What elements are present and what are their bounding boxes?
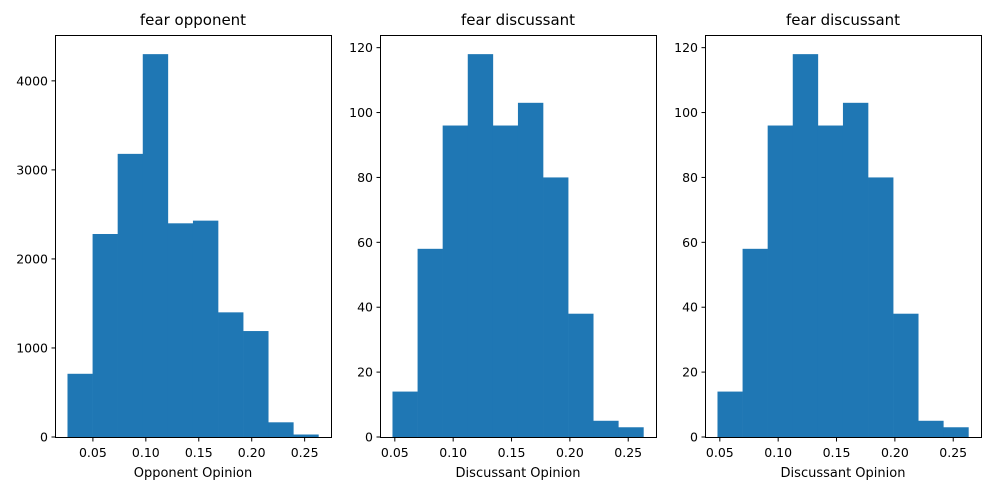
x-tick-label: 0.15: [823, 445, 851, 460]
y-tick-label: 20: [357, 365, 373, 380]
axes-frame: [55, 35, 332, 438]
x-tick-label: 0.20: [881, 445, 909, 460]
x-tick-label: 0.25: [939, 445, 967, 460]
x-tick-label: 0.10: [439, 445, 467, 460]
x-tick-label: 0.10: [764, 445, 792, 460]
y-tick-label: 0: [365, 430, 373, 445]
histogram-bar: [543, 177, 569, 437]
x-axis-label: Discussant Opinion: [456, 466, 581, 481]
y-tick-label: 60: [682, 235, 698, 250]
x-tick-label: 0.05: [79, 445, 107, 460]
subplot-fear-discussant-2: 0.05 0.10 0.15 0.20 0.25 0 20 40 60 80 100 120 fea…: [674, 11, 982, 481]
axes-frame: [705, 35, 982, 438]
histogram-bar: [792, 54, 819, 438]
x-tick-label: 0.25: [291, 445, 319, 460]
subplot-fear-discussant-1: 0.05 0.10 0.15 0.20 0.25 0 20 40 60 80 100 120 fea…: [349, 11, 657, 481]
x-tick-label: 0.05: [381, 445, 409, 460]
x-tick-label: 0.20: [556, 445, 584, 460]
histogram-bar: [568, 313, 594, 437]
histogram-bar: [593, 420, 619, 437]
histogram-bars: [717, 54, 969, 438]
x-axis-ticks: 0.05 0.10 0.15 0.20 0.25: [381, 437, 642, 460]
y-tick-label: 1000: [16, 340, 48, 355]
subplot-fear-opponent: 0.05 0.10 0.15 0.20 0.25 0 1000 2000 3000 4000 f…: [16, 11, 332, 481]
histogram-bars: [392, 54, 644, 438]
x-axis-label: Discussant Opinion: [781, 466, 906, 481]
y-tick-label: 0: [690, 430, 698, 445]
x-axis-label: Opponent Opinion: [134, 466, 253, 481]
histogram-bar: [268, 422, 294, 437]
y-tick-label: 120: [674, 40, 698, 55]
histogram-bar: [117, 153, 144, 438]
histogram-bar: [467, 54, 494, 438]
x-axis-ticks: 0.05 0.10 0.15 0.20 0.25: [706, 437, 967, 460]
histogram-bars: [67, 54, 319, 438]
y-tick-label: 40: [682, 300, 698, 315]
histogram-bar: [893, 313, 919, 437]
histogram-bar: [142, 54, 169, 438]
x-tick-label: 0.25: [614, 445, 642, 460]
y-tick-label: 2000: [16, 251, 48, 266]
histogram-bar: [618, 427, 644, 437]
histogram-bar: [767, 125, 794, 437]
y-tick-label: 80: [682, 170, 698, 185]
y-tick-label: 60: [357, 235, 373, 250]
x-tick-label: 0.20: [238, 445, 266, 460]
histogram-bar: [442, 125, 469, 437]
x-tick-label: 0.15: [498, 445, 526, 460]
subplot-title: fear opponent: [140, 11, 246, 29]
histogram-bar: [842, 102, 869, 438]
histogram-bar: [218, 312, 244, 437]
y-tick-label: 120: [349, 40, 373, 55]
x-tick-label: 0.05: [706, 445, 734, 460]
y-tick-label: 4000: [16, 73, 48, 88]
histogram-bar: [817, 125, 844, 437]
x-axis-ticks: 0.05 0.10 0.15 0.20 0.25: [79, 437, 319, 460]
histogram-bar: [67, 373, 93, 437]
histogram-bar: [742, 248, 768, 437]
subplot-title: fear discussant: [461, 11, 575, 29]
y-tick-label: 0: [40, 430, 48, 445]
histogram-bar: [293, 434, 319, 437]
histogram-bar: [717, 391, 743, 437]
histogram-bar: [943, 427, 969, 437]
histogram-bar: [167, 223, 194, 437]
y-tick-label: 80: [357, 170, 373, 185]
histogram-bar: [492, 125, 519, 437]
y-axis-ticks: 0 20 40 60 80 100 120: [674, 40, 706, 445]
histogram-bar: [517, 102, 544, 438]
x-tick-label: 0.10: [132, 445, 160, 460]
y-tick-label: 40: [357, 300, 373, 315]
histogram-bar: [243, 331, 269, 437]
histogram-bar: [92, 233, 118, 437]
y-tick-label: 3000: [16, 162, 48, 177]
y-tick-label: 100: [674, 105, 698, 120]
subplot-title: fear discussant: [786, 11, 900, 29]
y-tick-label: 20: [682, 365, 698, 380]
y-axis-ticks: 0 1000 2000 3000 4000: [16, 73, 56, 445]
histogram-bar: [192, 220, 219, 437]
histogram-bar: [868, 177, 894, 437]
y-tick-label: 100: [349, 105, 373, 120]
histogram-bar: [918, 420, 944, 437]
x-tick-label: 0.15: [185, 445, 213, 460]
histogram-bar: [392, 391, 418, 437]
y-axis-ticks: 0 20 40 60 80 100 120: [349, 40, 381, 445]
histogram-bar: [417, 248, 443, 437]
axes-frame: [380, 35, 657, 438]
